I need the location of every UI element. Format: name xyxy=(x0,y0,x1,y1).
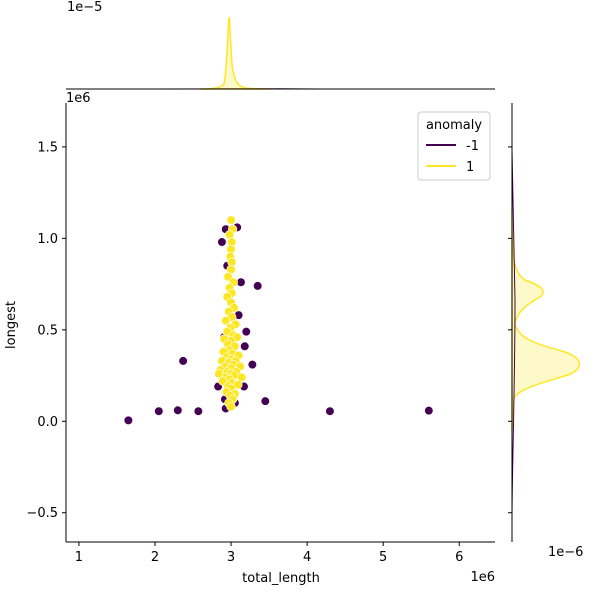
scatter-point-anomaly xyxy=(247,359,257,370)
x-tick-label: 2 xyxy=(151,550,159,565)
scatter-point-anomaly xyxy=(173,405,183,415)
scatter-point-anomaly xyxy=(236,277,246,287)
y-tick-label: 0.5 xyxy=(37,323,58,338)
scatter-point-normal xyxy=(237,372,247,382)
scatter-point-normal xyxy=(218,376,228,386)
scatter-point-anomaly xyxy=(178,356,188,366)
legend-label-normal: 1 xyxy=(466,160,474,175)
scatter-point-anomaly xyxy=(241,327,251,337)
scatter-point-anomaly xyxy=(253,281,263,291)
x-tick-label: 3 xyxy=(227,550,235,565)
x-tick-label: 4 xyxy=(303,550,311,565)
x-offset-text: 1e6 xyxy=(470,570,495,585)
x-tick-label: 6 xyxy=(455,550,463,565)
top-marginal-kde: 1e−5 xyxy=(66,0,495,90)
scatter-point-normal xyxy=(223,272,233,282)
scatter-point-normal xyxy=(221,316,231,326)
y-tick-label: 1.5 xyxy=(37,140,58,155)
scatter-point-normal xyxy=(226,215,236,225)
legend: anomaly -1 1 xyxy=(417,111,491,181)
y-tick-label: 0.0 xyxy=(37,415,58,430)
x-tick-label: 1 xyxy=(75,550,83,565)
scatter-point-anomaly xyxy=(193,406,203,416)
scatter-point-anomaly xyxy=(217,237,227,247)
scatter-point-anomaly xyxy=(424,406,434,416)
y-tick-label: 1.0 xyxy=(37,232,58,247)
y-axis-label: longest xyxy=(4,301,19,349)
scatter-point-anomaly xyxy=(154,406,164,416)
scatter-point-anomaly xyxy=(325,406,335,416)
scatter-point-anomaly xyxy=(123,415,133,425)
x-axis-label: total_length xyxy=(242,571,320,586)
top-marginal-offset-text: 1e−5 xyxy=(67,0,102,15)
scatter-point-normal xyxy=(226,402,236,412)
right-marginal-offset-text: 1e−6 xyxy=(548,545,583,560)
main-plot-area: 1 2 3 4 5 6 −0.5 0.0 0.5 1.0 1.5 1e6 1e6 total_len… xyxy=(4,91,495,586)
right-marginal-kde: 1e−6 xyxy=(508,103,583,560)
scatter-point-anomaly xyxy=(240,341,250,351)
x-tick-label: 5 xyxy=(379,550,387,565)
y-tick-label: −0.5 xyxy=(26,506,58,521)
y-offset-text: 1e6 xyxy=(66,91,91,106)
scatter-point-anomaly xyxy=(260,396,270,406)
top-kde-fill xyxy=(199,16,271,90)
legend-label-anomaly: -1 xyxy=(466,139,479,154)
legend-title: anomaly xyxy=(426,118,482,133)
